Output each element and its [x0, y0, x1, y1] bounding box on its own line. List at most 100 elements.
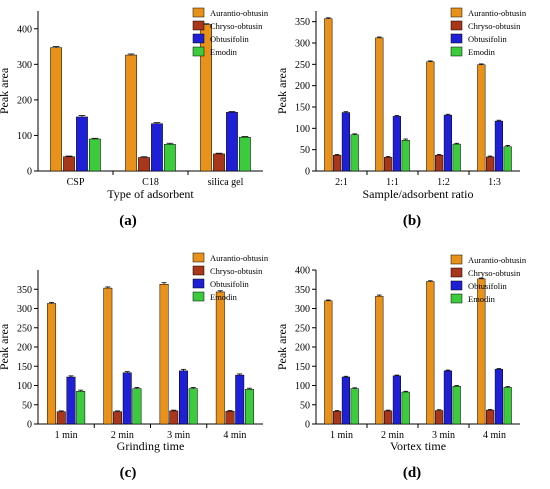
panel-a: 0 100 200 300 400 Peak area CSP C18 silica gel Ty…: [0, 7, 269, 229]
bar-chryso-obtusin: [384, 410, 393, 425]
panel-label: (b): [403, 213, 421, 229]
legend-swatch-chryso-obtusin: [192, 20, 205, 31]
bar-obtusifolin: [341, 376, 350, 425]
y-axis-label: Peak area: [0, 323, 11, 370]
legend-label: Aurantio-obtusin: [210, 8, 269, 18]
x-tick-label: 1:2: [437, 177, 450, 188]
x-tick-label: CSP: [67, 177, 85, 188]
y-tick-label: 300: [17, 304, 32, 315]
y-tick-label: 200: [295, 343, 310, 354]
y-tick-label: 350: [17, 285, 32, 296]
legend-swatch-aurantio-obtusin: [192, 252, 205, 263]
bar-chryso-obtusin: [113, 411, 122, 425]
y-tick-label: 50: [300, 400, 310, 411]
bar-aurantio-obtusin: [215, 291, 225, 425]
bar-obtusifolin: [443, 370, 452, 425]
x-tick-label: 1 min: [330, 430, 353, 441]
legend-swatch-emodin: [192, 291, 205, 302]
x-tick-label: 4 min: [483, 430, 506, 441]
bar-obtusifolin: [235, 374, 245, 425]
legend-swatch-chryso-obtusin: [450, 20, 463, 31]
y-tick-label: 300: [295, 304, 310, 315]
bar-aurantio-obtusin: [324, 18, 333, 172]
bar-aurantio-obtusin: [477, 64, 486, 172]
bar-aurantio-obtusin: [426, 61, 435, 172]
bar-aurantio-obtusin: [324, 300, 333, 425]
bar-emodin: [244, 389, 254, 425]
x-tick-label: 1 min: [55, 430, 78, 441]
bar-emodin: [452, 386, 461, 425]
legend-swatch-emodin: [192, 46, 205, 57]
legend-swatch-chryso-obtusin: [450, 267, 463, 278]
x-axis-label: Type of adsorbent: [107, 187, 194, 201]
bar-chryso-obtusin: [435, 410, 444, 425]
bar-chryso-obtusin: [225, 411, 235, 425]
y-tick-label: 100: [295, 381, 310, 392]
x-tick-label: 2 min: [381, 430, 404, 441]
bar-chryso-obtusin: [56, 411, 66, 425]
bar-emodin: [76, 391, 86, 425]
bar-aurantio-obtusin: [375, 295, 384, 425]
y-tick-label: 300: [17, 60, 32, 71]
bar-obtusifolin: [151, 123, 163, 172]
panel-label: (d): [403, 465, 421, 481]
legend-label: Emodin: [468, 294, 496, 304]
y-tick-label: 300: [295, 39, 310, 50]
y-tick-label: 150: [17, 362, 32, 373]
y-tick-label: 100: [17, 131, 32, 142]
y-tick-label: 350: [295, 285, 310, 296]
legend-swatch-obtusifolin: [192, 278, 205, 289]
y-tick-label: 200: [17, 95, 32, 106]
bar-aurantio-obtusin: [50, 47, 62, 172]
legend-swatch-obtusifolin: [450, 33, 463, 44]
y-tick-label: 0: [27, 420, 32, 431]
y-axis-label: Peak area: [0, 67, 11, 114]
bar-emodin: [89, 138, 101, 172]
y-tick-label: 150: [295, 362, 310, 373]
legend-swatch-emodin: [450, 293, 463, 304]
bar-obtusifolin: [494, 120, 503, 172]
bar-emodin: [401, 140, 410, 172]
bar-chryso-obtusin: [435, 154, 444, 172]
x-tick-label: 1:3: [488, 177, 501, 188]
bar-obtusifolin: [66, 376, 76, 425]
y-tick-label: 0: [305, 420, 310, 431]
legend-label: Obtusifolin: [468, 281, 507, 291]
x-tick-label: silica gel: [208, 177, 244, 188]
bar-obtusifolin: [494, 369, 503, 425]
x-axis-label: Sample/adsorbent ratio: [363, 187, 474, 201]
y-tick-label: 150: [295, 103, 310, 114]
legend-swatch-obtusifolin: [192, 33, 205, 44]
bar-aurantio-obtusin: [103, 287, 113, 425]
y-tick-label: 250: [295, 323, 310, 334]
x-axis-label: Grinding time: [117, 439, 185, 453]
bar-aurantio-obtusin: [47, 303, 57, 425]
x-tick-label: 2:1: [335, 177, 348, 188]
bar-aurantio-obtusin: [375, 37, 384, 172]
legend-label: Obtusifolin: [210, 34, 249, 44]
legend-label: Aurantio-obtusin: [210, 253, 269, 263]
legend-swatch-obtusifolin: [450, 280, 463, 291]
legend-swatch-aurantio-obtusin: [450, 7, 463, 18]
legend-swatch-chryso-obtusin: [192, 265, 205, 276]
y-tick-label: 0: [27, 167, 32, 178]
bar-aurantio-obtusin: [125, 54, 137, 172]
bar-chryso-obtusin: [169, 410, 179, 425]
y-tick-label: 350: [295, 17, 310, 28]
bar-obtusifolin: [122, 372, 132, 425]
legend-label: Aurantio-obtusin: [468, 255, 527, 265]
y-tick-label: 50: [22, 400, 32, 411]
legend-label: Emodin: [468, 47, 496, 57]
bar-emodin: [452, 143, 461, 172]
bar-chryso-obtusin: [138, 157, 150, 172]
bar-obtusifolin: [392, 375, 401, 425]
legend-label: Emodin: [210, 292, 238, 302]
legend-label: Chryso-obtusin: [210, 21, 263, 31]
bar-obtusifolin: [76, 116, 88, 172]
bar-emodin: [239, 136, 251, 172]
bar-emodin: [350, 134, 359, 172]
y-tick-label: 250: [295, 60, 310, 71]
bar-emodin: [164, 144, 176, 172]
legend-label: Emodin: [210, 47, 238, 57]
y-tick-label: 400: [295, 266, 310, 277]
